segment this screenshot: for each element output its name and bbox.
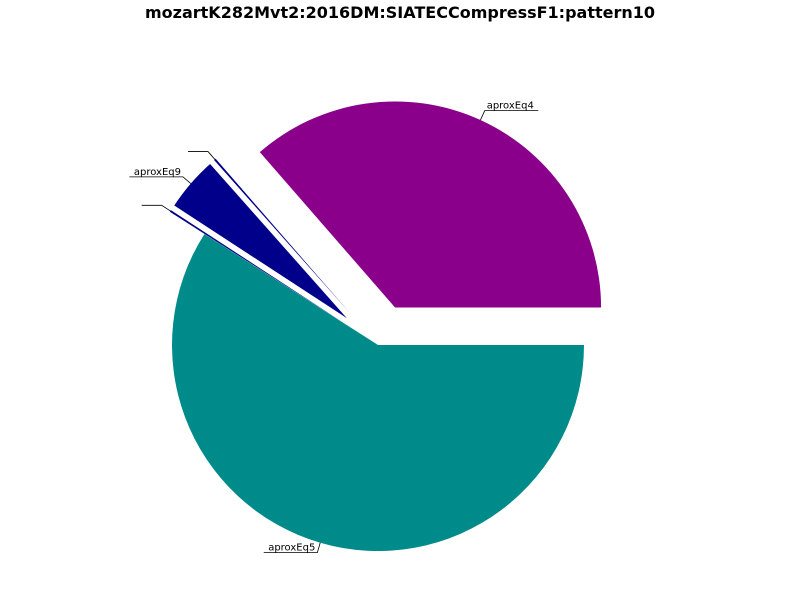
chart-title: mozartK282Mvt2:2016DM:SIATECCompressF1:p… — [144, 3, 656, 22]
pie-slice-aproxEq5 — [171, 234, 584, 552]
leader-line-aproxEq5 — [263, 542, 321, 554]
leader-line-unlabeled-1 — [188, 151, 216, 160]
slice-label-aproxEq5: aproxEq5 — [268, 543, 315, 554]
pie-slice-aproxEq4 — [259, 101, 602, 308]
pie-slice-unlabeled-1 — [214, 158, 351, 315]
leader-line-aproxEq9 — [129, 176, 192, 184]
pie-slice-aproxEq9 — [174, 164, 347, 319]
slice-label-aproxEq4: aproxEq4 — [487, 101, 534, 112]
leader-line-aproxEq4 — [480, 110, 539, 121]
pie-slice-unlabeled-3 — [169, 210, 344, 323]
leader-line-unlabeled-3 — [141, 204, 171, 212]
slice-label-aproxEq9: aproxEq9 — [134, 167, 181, 178]
